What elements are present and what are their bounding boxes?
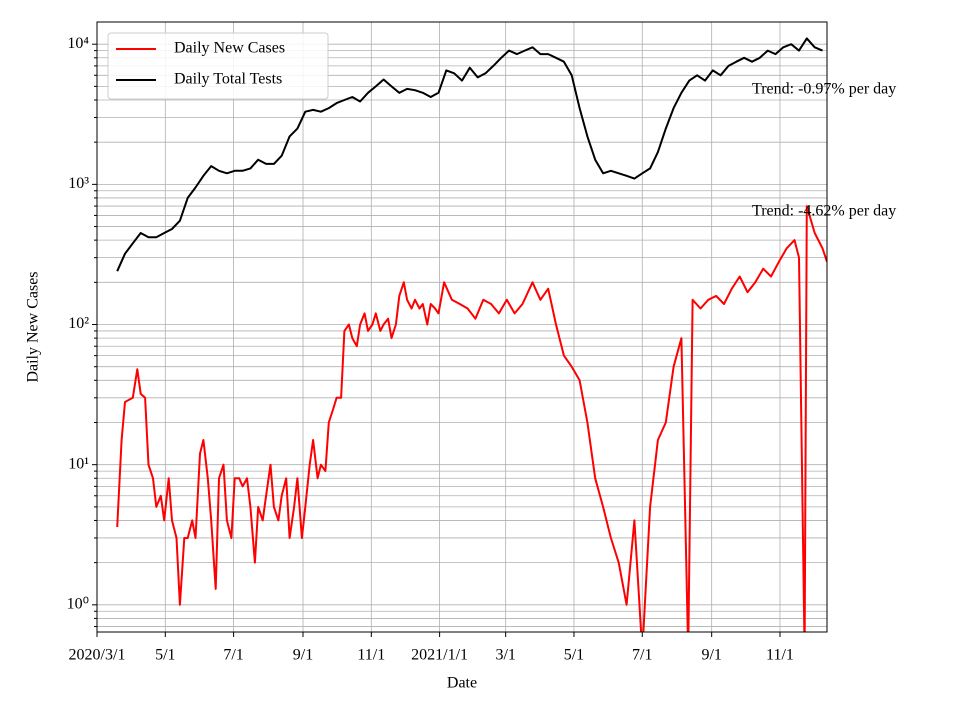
legend-box xyxy=(107,32,329,100)
x-tick-label: 3/1 xyxy=(495,647,515,664)
plot-area xyxy=(116,37,827,632)
data-line xyxy=(116,37,823,272)
legend-label: Daily Total Tests xyxy=(174,71,282,88)
x-tick-label: 7/1 xyxy=(632,647,652,664)
axes-frame xyxy=(96,21,828,633)
x-tick-label: 2020/3/1 xyxy=(69,647,126,664)
y-tick-label: 10⁴ xyxy=(67,35,89,52)
y-tick-label: 10² xyxy=(68,315,89,332)
x-tick-label: 11/1 xyxy=(357,647,385,664)
annotation: Trend: -4.62% per day xyxy=(752,203,896,220)
x-tick-label: 7/1 xyxy=(223,647,243,664)
x-tick-label: 11/1 xyxy=(766,647,794,664)
data-line xyxy=(116,205,827,632)
y-tick-label: 10⁰ xyxy=(67,596,89,613)
annotation: Trend: -0.97% per day xyxy=(752,81,896,98)
y-tick-label: 10³ xyxy=(68,175,89,192)
x-tick-label: 5/1 xyxy=(155,647,175,664)
legend-label: Daily New Cases xyxy=(174,40,285,57)
x-tick-label: 2021/1/1 xyxy=(411,647,468,664)
x-tick-label: 9/1 xyxy=(293,647,313,664)
x-axis-label: Date xyxy=(447,675,477,692)
x-tick-label: 5/1 xyxy=(564,647,584,664)
grid xyxy=(96,22,827,632)
y-axis-label: Daily New Cases xyxy=(25,271,42,382)
y-tick-label: 10¹ xyxy=(68,455,89,472)
x-tick-label: 9/1 xyxy=(701,647,721,664)
